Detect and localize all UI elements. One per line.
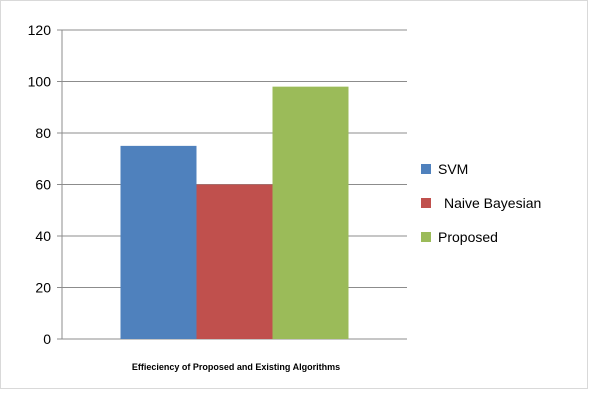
y-tick-label: 40 xyxy=(35,228,51,244)
legend: SVM Naive Bayesian Proposed xyxy=(421,161,541,245)
y-tick-label: 120 xyxy=(28,22,52,38)
legend-item: Naive Bayesian xyxy=(421,195,541,211)
legend-swatch xyxy=(421,198,431,208)
y-tick-label: 0 xyxy=(43,331,51,347)
y-tick-labels: 0 20 40 60 80 100 120 xyxy=(28,22,52,347)
bars xyxy=(120,86,349,340)
legend-swatch xyxy=(421,164,431,174)
y-tick-label: 20 xyxy=(35,280,51,296)
legend-item: Proposed xyxy=(421,229,498,245)
bar-svm xyxy=(120,145,197,339)
bar-proposed xyxy=(272,86,349,340)
x-category-label: Effieciency of Proposed and Existing Alg… xyxy=(132,362,340,372)
legend-label: Proposed xyxy=(438,229,498,245)
legend-label: SVM xyxy=(438,161,468,177)
legend-label: Naive Bayesian xyxy=(444,195,541,211)
y-tick-label: 100 xyxy=(28,74,52,90)
legend-item: SVM xyxy=(421,161,468,177)
y-tick-label: 80 xyxy=(35,125,51,141)
bar-naive-bayesian xyxy=(196,184,273,339)
legend-swatch xyxy=(421,232,431,242)
y-tick-label: 60 xyxy=(35,177,51,193)
